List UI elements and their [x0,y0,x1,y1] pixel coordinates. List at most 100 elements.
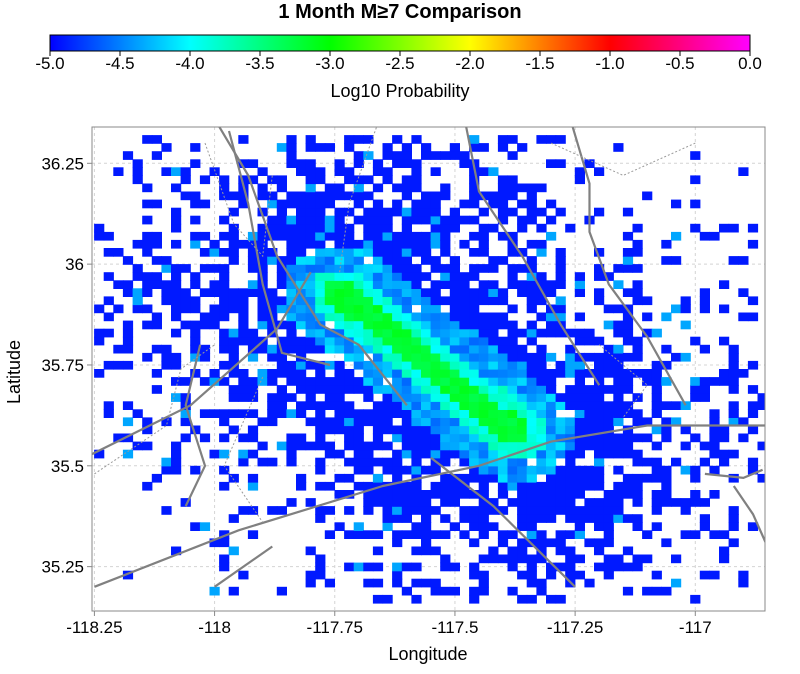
heatmap-cell [450,426,460,435]
heatmap-cell [498,369,508,378]
heatmap-cell [498,143,508,152]
heatmap-cell [258,192,268,201]
heatmap-cell [633,264,643,273]
heatmap-cell [575,313,585,322]
heatmap-cell [411,393,421,402]
heatmap-cell [604,369,614,378]
heatmap-cell [469,272,479,281]
heatmap-cell [556,474,566,483]
heatmap-cell [440,434,450,443]
heatmap-cell [700,385,710,394]
heatmap-cell [200,345,210,354]
heatmap-cell [729,369,739,378]
heatmap-cell [354,296,364,305]
heatmap-cell [373,200,383,209]
heatmap-cell [594,522,604,531]
heatmap-cell [296,321,306,330]
heatmap-cell [623,321,633,330]
heatmap-cell [238,571,248,580]
heatmap-cell [286,159,296,168]
heatmap-cell [392,434,402,443]
heatmap-cell [402,256,412,265]
heatmap-cell [556,506,566,515]
heatmap-cell [536,345,546,354]
heatmap-cell [335,256,345,265]
heatmap-cell [181,377,191,386]
heatmap-cell [671,256,681,265]
heatmap-cell [700,498,710,507]
heatmap-cell [373,458,383,467]
heatmap-cell [469,595,479,604]
heatmap-cell [238,313,248,322]
heatmap-cell [421,393,431,402]
heatmap-cell [661,256,671,265]
heatmap-cell [296,159,306,168]
heatmap-cell [152,321,162,330]
heatmap-cell [719,555,729,564]
heatmap-cell [536,224,546,233]
heatmap-cell [354,240,364,249]
heatmap-cell [479,353,489,362]
heatmap-cell [335,474,345,483]
heatmap-cell [642,434,652,443]
heatmap-cell [498,200,508,209]
heatmap-cell [315,417,325,426]
heatmap-cell [498,135,508,144]
heatmap-cell [450,329,460,338]
heatmap-cell [488,337,498,346]
heatmap-cell [421,498,431,507]
heatmap-cell [325,264,335,273]
x-tick-label: -118.25 [66,618,122,637]
heatmap-cell [642,458,652,467]
heatmap-cell [661,345,671,354]
heatmap-cell [238,506,248,515]
heatmap-cell [354,426,364,435]
heatmap-cell [325,579,335,588]
heatmap-cell [479,208,489,217]
heatmap-cell [142,442,152,451]
heatmap-cell [325,224,335,233]
heatmap-cell [344,135,354,144]
heatmap-cell [517,329,527,338]
heatmap-cell [306,143,316,152]
heatmap-cell [536,385,546,394]
heatmap-cell [584,506,594,515]
heatmap-cell [479,377,489,386]
heatmap-cell [344,321,354,330]
heatmap-cell [392,571,402,580]
heatmap-cell [315,175,325,184]
heatmap-cell [383,272,393,281]
heatmap-cell [633,522,643,531]
heatmap-cell [277,587,287,596]
heatmap-cell [363,272,373,281]
heatmap-cell [681,426,691,435]
heatmap-cell [719,369,729,378]
heatmap-cell [536,313,546,322]
heatmap-cell [536,506,546,515]
heatmap-cell [325,385,335,394]
heatmap-cell [267,401,277,410]
heatmap-cell [546,353,556,362]
heatmap-cell [536,417,546,426]
heatmap-cell [498,192,508,201]
heatmap-cell [238,458,248,467]
heatmap-cell [613,143,623,152]
heatmap-cell [431,450,441,459]
heatmap-cell [508,305,518,314]
heatmap-cell [469,345,479,354]
heatmap-cell [210,280,220,289]
heatmap-cell [633,353,643,362]
x-tick-label: -117.25 [547,618,603,637]
heatmap-cell [306,401,316,410]
heatmap-cell [277,401,287,410]
heatmap-cell [392,450,402,459]
heatmap-cell [575,482,585,491]
heatmap-cell [421,522,431,531]
heatmap-cell [604,450,614,459]
heatmap-cell [229,329,239,338]
heatmap-cell [450,442,460,451]
heatmap-cell [431,377,441,386]
heatmap-cell [623,482,633,491]
heatmap-cell [517,417,527,426]
heatmap-cell [229,514,239,523]
